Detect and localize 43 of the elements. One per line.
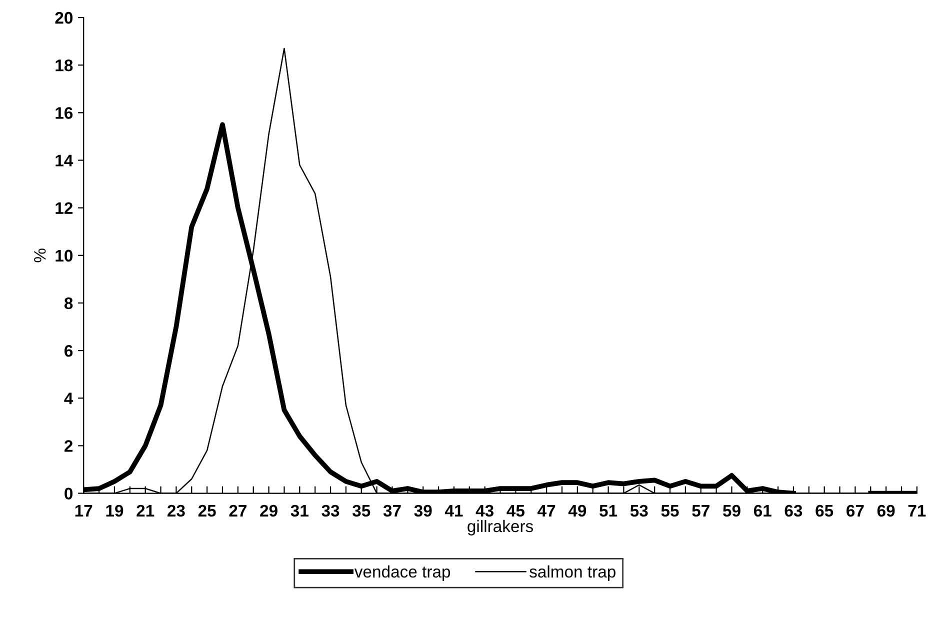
x-tick-label: 39 — [414, 504, 432, 517]
x-tick-label: 27 — [229, 504, 246, 516]
x-tick-label: 61 — [754, 504, 772, 517]
x-tick-label: 17 — [75, 505, 92, 516]
x-tick-label: 45 — [506, 505, 525, 517]
x-tick-label: 47 — [538, 505, 556, 516]
x-tick-label: 51 — [600, 505, 618, 517]
x-tick-label: 29 — [260, 504, 278, 517]
y-tick-label: 18 — [56, 60, 73, 72]
y-tick-label: 6 — [64, 344, 73, 357]
x-tick-label: 35 — [352, 504, 370, 517]
x-tick-label: 23 — [168, 504, 185, 517]
x-tick-label: 59 — [722, 504, 740, 517]
x-tick-label: 25 — [198, 504, 216, 517]
y-tick-label: 12 — [56, 202, 73, 214]
x-tick-label: 49 — [568, 504, 586, 517]
x-tick-label: 21 — [136, 504, 154, 516]
x-tick-label: 41 — [444, 505, 463, 516]
y-tick-label: 16 — [56, 107, 73, 119]
x-tick-label: 37 — [383, 504, 401, 517]
y-tick-label: 20 — [55, 12, 73, 24]
x-tick-label: 55 — [661, 505, 679, 517]
x-tick-label: 57 — [692, 505, 710, 517]
legend-label: salmon trap — [530, 565, 616, 581]
x-tick-label: 19 — [106, 504, 124, 517]
x-tick-label: 53 — [630, 504, 648, 517]
y-tick-label: 4 — [64, 392, 74, 404]
x-tick-label: 33 — [322, 504, 340, 517]
x-tick-label: 63 — [784, 504, 802, 517]
x-tick-label: 31 — [290, 504, 308, 517]
x-tick-label: 67 — [846, 504, 864, 517]
x-tick-label: 65 — [816, 504, 834, 517]
x-tick-label: 71 — [908, 505, 926, 516]
y-tick-label: 8 — [64, 297, 73, 310]
x-axis-title: gillrakers — [468, 520, 534, 536]
y-tick-label: 2 — [64, 440, 73, 452]
y-axis-title: % — [34, 248, 46, 262]
legend-label: vendace trap — [354, 565, 450, 581]
y-tick-label: 14 — [56, 154, 74, 166]
x-tick-label: 69 — [877, 504, 895, 517]
y-tick-label: 10 — [56, 250, 73, 262]
y-tick-label: 0 — [64, 488, 73, 500]
x-tick-label: 43 — [476, 504, 494, 517]
